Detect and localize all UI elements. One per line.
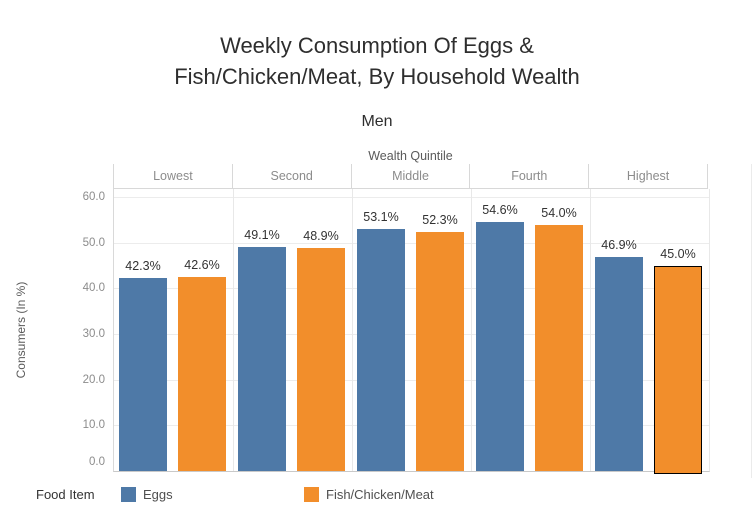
y-tick-label-20.0: 20.0 bbox=[82, 373, 105, 386]
chart-title-line2: Fish/Chicken/Meat, By Household Wealth bbox=[174, 64, 580, 89]
legend-label-fish-chicken-meat[interactable]: Fish/Chicken/Meat bbox=[326, 487, 434, 502]
bar-eggs-middle[interactable] bbox=[357, 228, 405, 471]
bar-fish-chicken-meat-fourth[interactable] bbox=[535, 224, 583, 471]
y-tick-label-30.0: 30.0 bbox=[82, 328, 105, 341]
y-tick-label-50.0: 50.0 bbox=[82, 236, 105, 249]
gridline-20.0 bbox=[114, 379, 709, 381]
gridline-50.0 bbox=[114, 242, 709, 244]
bar-value-label: 42.6% bbox=[184, 257, 220, 272]
column-header-middle[interactable]: Middle bbox=[350, 164, 470, 188]
y-tick-label-0.0: 0.0 bbox=[89, 456, 105, 468]
column-header-lowest[interactable]: Lowest bbox=[153, 169, 193, 183]
column-header-highest[interactable]: Highest bbox=[588, 164, 707, 188]
gridline-10.0 bbox=[114, 425, 709, 427]
bar-value-label: 46.9% bbox=[601, 237, 637, 252]
column-headers-row: Lowest Second Middle Fourth Highest bbox=[113, 164, 708, 189]
y-axis-title: Consumers (In %) bbox=[14, 281, 28, 379]
column-header-second[interactable]: Second bbox=[231, 164, 351, 188]
legend-swatch-fish-chicken-meat[interactable] bbox=[304, 487, 319, 502]
bar-eggs-fourth[interactable] bbox=[476, 221, 524, 471]
legend-swatch-eggs[interactable] bbox=[121, 487, 136, 502]
legend-title: Food Item bbox=[36, 487, 95, 502]
bar-fish-chicken-meat-highest[interactable] bbox=[654, 265, 702, 474]
bar-value-label: 53.1% bbox=[363, 209, 399, 224]
bar-value-label: 48.9% bbox=[303, 228, 339, 243]
y-tick-label-40.0: 40.0 bbox=[82, 282, 105, 295]
plot-area: 42.3% 49.1% 53.1% 54.6% 46.9% 42.6% 48.9% 52.3%… bbox=[113, 189, 710, 474]
column-field-label: Wealth Quintile bbox=[368, 149, 453, 163]
bar-value-label: 49.1% bbox=[244, 227, 280, 242]
gridline-40.0 bbox=[114, 288, 709, 290]
bar-eggs-second[interactable] bbox=[238, 246, 286, 471]
bar-value-label: 54.6% bbox=[482, 202, 518, 217]
bar-value-label: 42.3% bbox=[125, 258, 161, 273]
bar-fish-chicken-meat-middle[interactable] bbox=[416, 232, 464, 471]
bar-fish-chicken-meat-second[interactable] bbox=[297, 247, 345, 471]
bar-value-label: 52.3% bbox=[422, 213, 458, 228]
bar-eggs-highest[interactable] bbox=[595, 256, 643, 471]
column-separator bbox=[352, 189, 353, 471]
bar-fish-chicken-meat-lowest[interactable] bbox=[178, 276, 226, 471]
gridline-30.0 bbox=[114, 334, 709, 336]
bar-value-label: 45.0% bbox=[660, 246, 696, 261]
chart-title-line1: Weekly Consumption Of Eggs & bbox=[220, 33, 534, 58]
column-separator bbox=[590, 189, 591, 471]
y-tick-label-60.0: 60.0 bbox=[82, 191, 105, 204]
sheet-right-border bbox=[751, 164, 752, 478]
gridline-60.0 bbox=[114, 197, 709, 199]
chart-title: Weekly Consumption Of Eggs & Fish/Chicke… bbox=[0, 30, 754, 92]
column-header-fourth[interactable]: Fourth bbox=[469, 164, 588, 188]
y-tick-label-10.0: 10.0 bbox=[82, 419, 105, 432]
column-separator bbox=[471, 189, 472, 471]
bar-eggs-lowest[interactable] bbox=[119, 277, 167, 471]
bar-value-label: 54.0% bbox=[541, 205, 577, 220]
chart-subtitle: Men bbox=[361, 113, 393, 130]
column-separator bbox=[233, 189, 234, 471]
legend-label-eggs[interactable]: Eggs bbox=[143, 487, 173, 502]
